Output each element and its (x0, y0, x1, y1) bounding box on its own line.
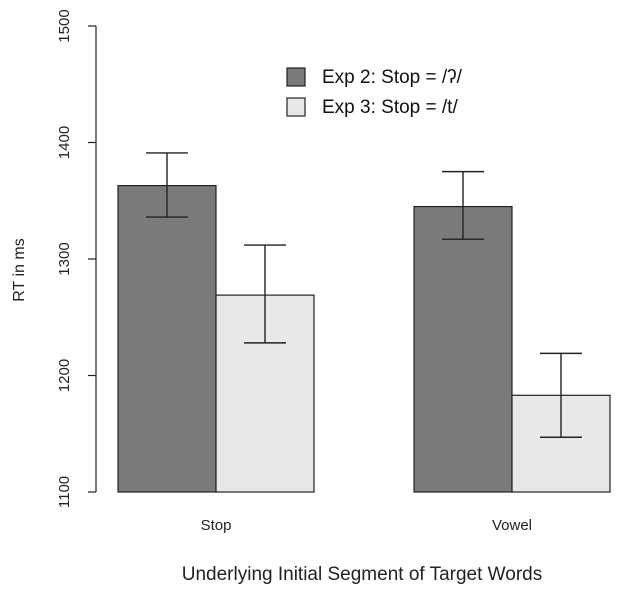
x-category-label: Stop (201, 517, 232, 534)
y-axis-title: RT in ms (11, 238, 28, 301)
legend-swatch-2 (286, 97, 306, 117)
y-tick-label: 1200 (56, 359, 73, 392)
bar-stop-series-1 (117, 185, 217, 493)
legend-swatch-1 (286, 67, 306, 87)
y-tick-label: 1300 (56, 242, 73, 275)
y-tick-label: 1500 (56, 9, 73, 42)
bars (117, 185, 611, 493)
y-axis: 1100 1200 1300 1400 1500 (56, 9, 97, 508)
bar-vowel-series-1 (413, 205, 513, 493)
legend-label-1: Exp 2: Stop = /ʔ/ (322, 67, 463, 88)
y-tick-label: 1100 (56, 476, 73, 508)
x-axis-title: Underlying Initial Segment of Target Wor… (182, 564, 542, 585)
x-axis-categories: Stop Vowel (201, 517, 532, 534)
legend: Exp 2: Stop = /ʔ/Exp 3: Stop = /t/ (286, 67, 463, 118)
x-category-label: Vowel (492, 517, 532, 534)
y-tick-label: 1400 (56, 126, 73, 159)
error-bars (146, 152, 582, 438)
legend-label-2: Exp 3: Stop = /t/ (322, 97, 458, 118)
